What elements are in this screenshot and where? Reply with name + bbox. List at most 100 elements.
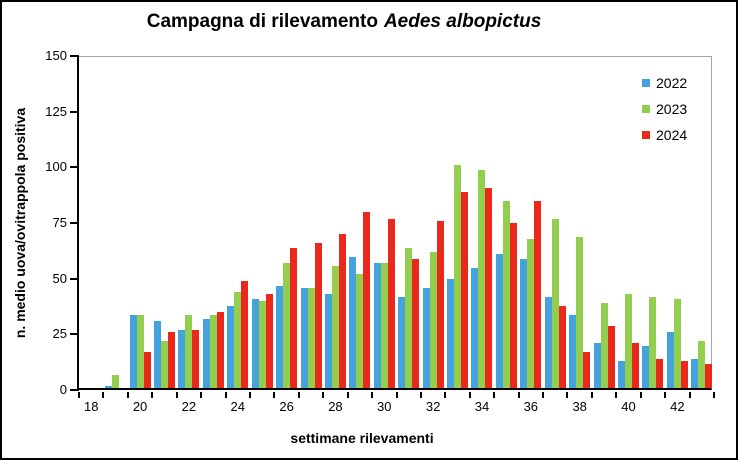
legend-item-2022: 2022 [642,70,687,96]
x-tick [468,392,471,398]
y-tick-label: 150 [45,48,67,63]
bar-2023-week-27 [307,287,315,388]
bar-2023-week-32 [429,252,437,388]
bar-2022-week-24 [227,305,235,388]
y-tick-label: 125 [45,103,67,119]
legend-label-2024: 2024 [656,127,688,143]
bar-2023-week-25 [258,301,266,388]
bar-2022-week-39 [593,343,601,388]
bar-2022-week-23 [202,318,210,388]
bar-2024-week-38 [583,352,591,388]
bar-2022-week-38 [569,314,577,388]
x-tick-label: 30 [377,399,392,414]
bar-2023-week-24 [234,292,242,388]
legend-swatch-2022 [642,79,650,87]
bar-2024-week-35 [509,223,517,388]
x-tick-label: 28 [328,399,343,414]
bar-2024-week-21 [167,332,175,388]
chart-title-italic: Aedes albopictus [383,11,542,32]
x-tick-label: 26 [279,399,294,414]
bar-2023-week-26 [283,263,291,388]
x-axis-title: settimane rilevamenti [290,430,434,446]
bar-2023-week-34 [478,169,486,388]
bar-2023-week-22 [185,314,193,388]
x-tick [517,392,520,398]
x-tick [322,392,325,398]
x-tick [297,392,300,398]
legend-label-2022: 2022 [656,75,688,91]
y-tick [70,110,79,113]
bar-2024-week-33 [461,192,469,388]
y-tick [70,55,79,57]
y-axis-title: n. medio uova/ovitrappola positiva [12,107,28,339]
bar-2023-week-39 [600,303,608,388]
bar-2024-week-40 [632,343,640,388]
bar-2024-week-31 [412,258,420,388]
bar-2023-week-30 [380,263,388,388]
x-tick [419,392,422,398]
bar-2022-week-30 [373,263,381,388]
bar-2024-week-25 [265,294,273,388]
bar-2023-week-42 [673,298,681,388]
y-tick-label: 100 [45,159,67,175]
bar-2024-week-36 [534,200,542,388]
x-tick [102,392,105,398]
x-tick [126,392,129,398]
x-tick-label: 20 [132,399,148,414]
y-tick-label: 0 [59,382,67,397]
bar-2024-week-42 [680,361,688,388]
bar-2022-week-19 [105,385,113,388]
y-tick [70,222,79,224]
bar-2024-week-34 [485,187,493,388]
bar-2022-week-27 [300,287,308,388]
bar-2022-week-25 [251,298,259,388]
bar-2022-week-42 [666,332,674,388]
legend-label-2023: 2023 [656,101,688,117]
x-tick [444,392,447,398]
bar-2022-week-21 [153,321,161,388]
y-tick [70,277,79,280]
bar-2023-week-33 [454,165,462,388]
plot-area [77,56,713,390]
x-tick-label: 22 [181,399,197,414]
bar-2024-week-22 [192,330,200,388]
x-tick-label: 42 [670,399,685,414]
bar-2024-week-37 [558,305,566,388]
bar-2023-week-35 [502,200,510,388]
x-tick [590,392,593,398]
bar-2024-week-27 [314,243,322,388]
bar-2022-week-31 [398,296,406,388]
y-tick [70,333,79,336]
y-tick-label: 25 [52,326,67,342]
bar-2022-week-28 [324,294,332,388]
bar-2023-week-20 [136,314,144,388]
bar-2022-week-32 [422,287,430,388]
bar-2023-week-19 [112,374,120,388]
y-tick-label: 75 [52,215,67,230]
legend: 2022 2023 2024 [642,70,687,148]
bar-2024-week-43 [705,363,713,388]
bar-2022-week-40 [618,361,626,388]
bar-2023-week-38 [576,236,584,388]
bar-2024-week-32 [436,221,444,388]
bar-2023-week-41 [649,296,657,388]
bar-2024-week-26 [290,247,298,388]
x-tick [664,392,667,398]
x-tick [493,392,496,398]
x-tick [200,392,203,398]
x-tick [273,392,276,398]
bar-2024-week-30 [387,218,395,388]
bar-2024-week-28 [338,234,346,388]
x-tick [346,392,349,398]
x-tick-label: 34 [474,399,490,414]
bar-2022-week-20 [129,314,137,388]
legend-item-2023: 2023 [642,96,687,122]
bar-2023-week-21 [160,341,168,388]
x-tick-label: 36 [523,399,539,414]
bar-2023-week-40 [625,294,633,388]
bar-2022-week-22 [178,330,186,388]
x-tick [175,392,178,398]
bar-2024-week-24 [241,281,249,388]
y-tick-label: 50 [52,270,67,286]
